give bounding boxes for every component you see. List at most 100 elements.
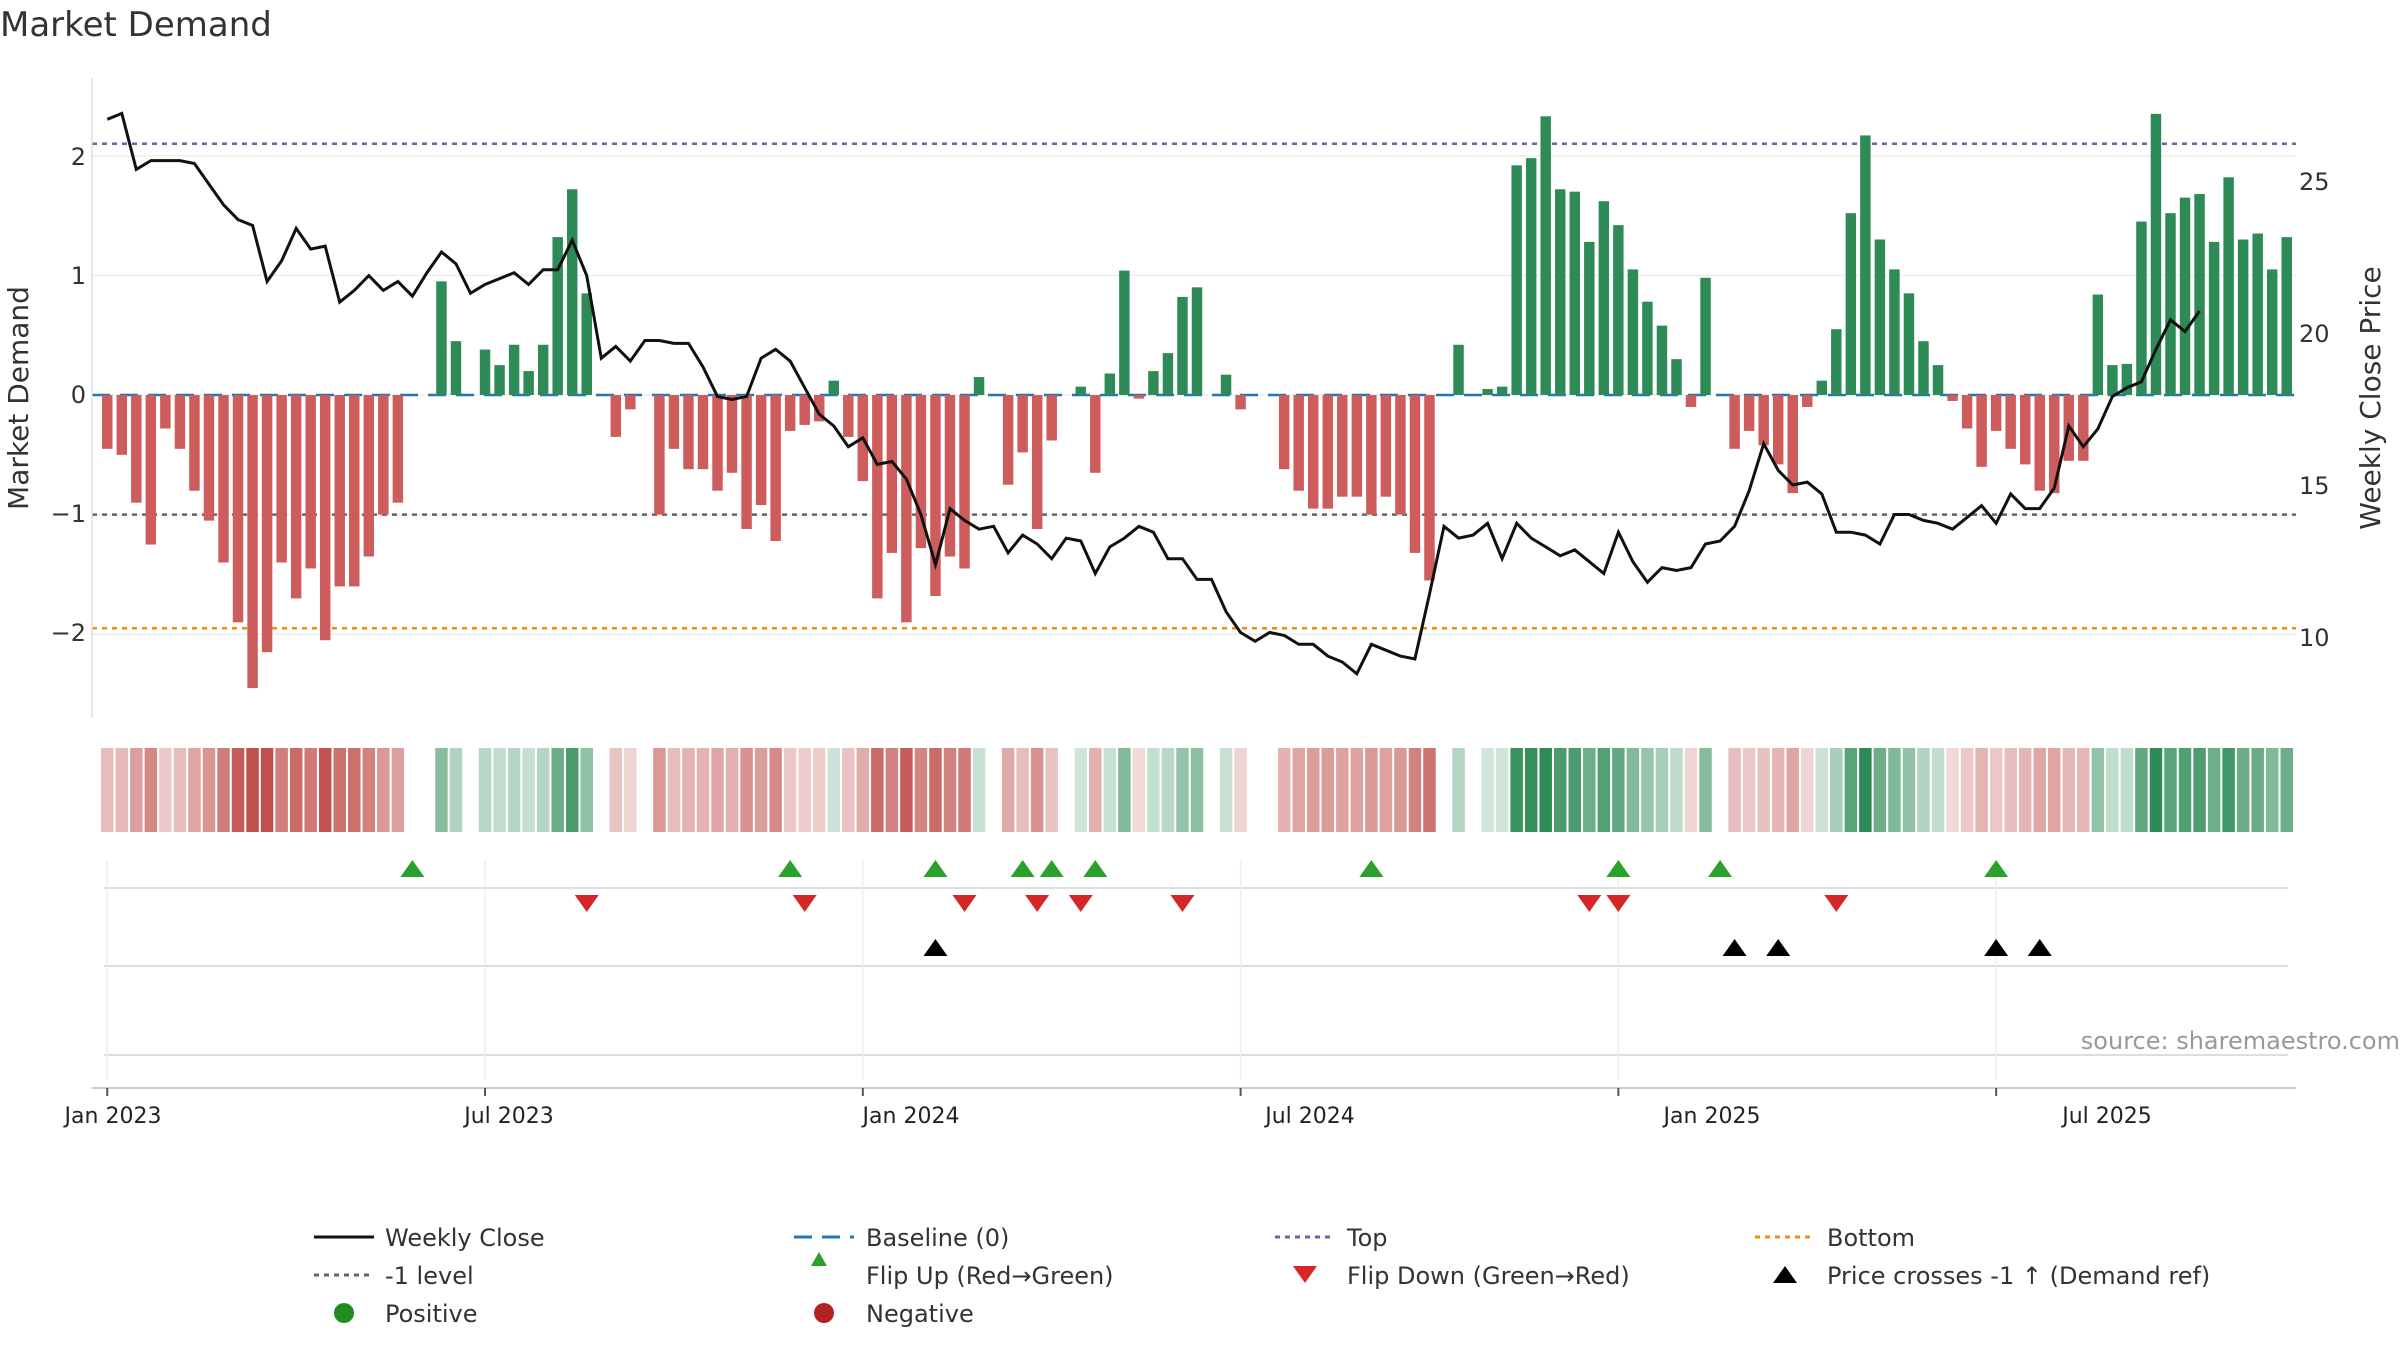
demand-bar [886,395,898,553]
heat-strip-cell [711,748,724,832]
heat-strip-cell [318,748,332,832]
flip-up-marker [1708,860,1733,877]
legend-flip-up-icon [811,1252,827,1266]
demand-bar [145,395,157,545]
heat-strip-cell [958,748,971,832]
demand-bar [770,395,781,541]
demand-bar [174,395,186,449]
heat-strip-cell [2149,748,2163,832]
demand-bar [1555,189,1566,396]
legend-label-bottom: Bottom [1827,1224,1915,1252]
heat-strip-cell [333,748,346,832]
heat-strip-cell [653,748,666,832]
heat-strip-cell [1670,748,1683,832]
legend-label-price-cross: Price crosses -1 ↑ (Demand ref) [1827,1262,2210,1290]
heat-strip-cell [1626,748,1640,832]
legend-item-flip-up: Flip Up (Red→Green) [811,1252,1114,1290]
demand-bar [2019,395,2031,465]
demand-bar [1496,386,1508,396]
demand-heat-strip [101,748,2293,832]
demand-bar [218,395,229,563]
demand-bar [2136,221,2147,396]
demand-bar [1990,395,2002,431]
demand-bar [2107,365,2118,396]
heat-strip-cell [1859,748,1872,832]
demand-bar [1671,359,1682,396]
heat-strip-cell [682,748,695,832]
heat-strip-cell [943,748,957,832]
heat-strip-cell [493,748,506,832]
legend-flip-down-icon [1293,1266,1317,1283]
demand-bar [2208,241,2220,396]
x-axis-ticks [106,1088,1998,1096]
demand-bar [930,395,941,596]
heat-strip-cell [1350,748,1364,832]
heat-strip-cell [1306,748,1320,832]
flip-up-marker [1359,860,1384,877]
heat-strip-cell [348,748,361,832]
demand-bar [319,395,331,641]
heat-strip-cell [173,748,187,832]
demand-bar [1366,395,1377,515]
demand-bar [1918,341,1929,396]
demand-bar [1409,395,1421,553]
right-tick-label-20: 20 [2299,320,2330,348]
demand-bar [334,395,345,587]
heat-strip-cell [1510,748,1523,832]
heat-strip-cell [1292,748,1305,832]
demand-bar [1598,201,1610,396]
demand-bar [1031,395,1043,529]
demand-bar [1424,395,1435,581]
heat-strip-cell [2062,748,2076,832]
weekly-close-line [106,111,2201,677]
demand-bar [712,395,723,491]
demand-bar [2252,233,2263,396]
demand-bar [2194,194,2205,396]
source-label: source: sharemaestro.com [2081,1027,2400,1055]
heat-strip-cell [1001,748,1015,832]
heat-strip-cell [2251,748,2264,832]
heat-strip-cell [1917,748,1930,832]
demand-bar [494,365,505,396]
heat-strip-cell [304,748,317,832]
demand-bar [1642,301,1653,396]
demand-bar [1162,353,1174,396]
demand-bar [1860,135,1871,396]
demand-bar [2281,237,2292,396]
demand-bar [683,395,694,470]
heat-strip-cell [1583,748,1596,832]
heat-strip-cell [2004,748,2017,832]
heat-strip-cell [624,748,637,832]
heat-strip-cell [1030,748,1044,832]
x-tick-label-jan-2023: Jan 2023 [63,1104,162,1129]
demand-bar [566,189,578,396]
demand-bar [1525,158,1537,396]
demand-bar [552,237,563,396]
heat-strip-cell [1873,748,1887,832]
heat-strip-cell [1321,748,1335,832]
demand-bar [1380,395,1392,497]
heat-strip-cell [391,748,405,832]
heat-strip-cell [1452,748,1465,832]
demand-bar [944,395,956,557]
heat-strip-cell [2135,748,2148,832]
legend-item-weekly-close: Weekly Close [314,1224,545,1252]
legend-label-baseline: Baseline (0) [866,1224,1009,1252]
event-marker-rows [104,860,2288,1080]
heat-strip-cell [827,748,841,832]
heat-strip-cell [289,748,303,832]
heat-strip-cell [1379,748,1393,832]
heat-strip-cell [667,748,681,832]
x-tick-label-jan-2024: Jan 2024 [861,1104,960,1129]
heat-strip-cell [812,748,826,832]
demand-bar [915,395,927,549]
flip-up-marker [1083,860,1108,877]
heat-strip-cell [130,748,143,832]
demand-bar [276,395,287,563]
legend-label-positive: Positive [385,1300,478,1328]
heat-strip-cell [929,748,942,832]
demand-bar [813,395,825,422]
demand-bar [1685,395,1697,407]
demand-bar [1002,395,1014,485]
